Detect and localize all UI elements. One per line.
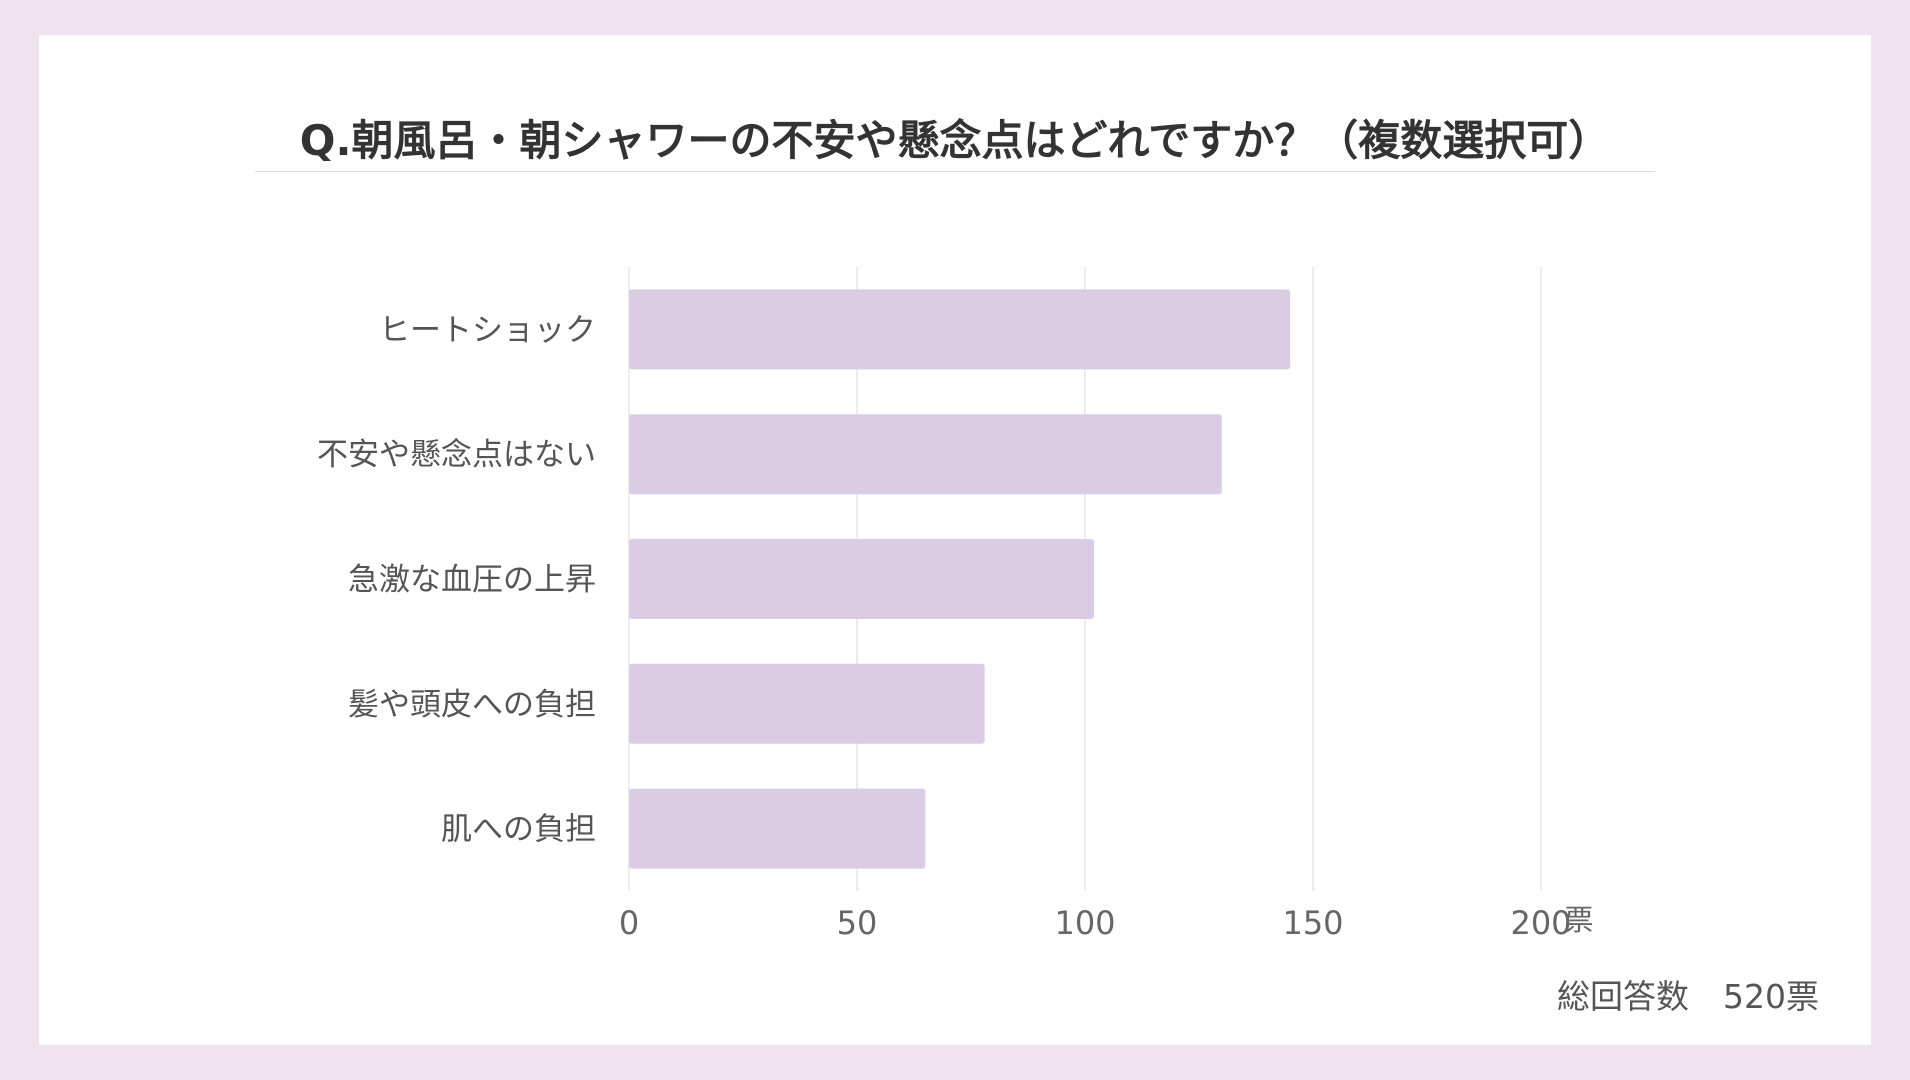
bar (629, 539, 1095, 619)
chart-title: Q.朝風呂・朝シャワーの不安や懸念点はどれですか？（複数選択可） (299, 116, 1611, 165)
x-tick-label: 200 (1510, 904, 1571, 942)
total-label: 総回答数 (1557, 977, 1689, 1016)
bar (629, 414, 1222, 495)
x-tick-label: 100 (1054, 904, 1115, 942)
x-axis-unit: 票 (1564, 903, 1593, 937)
category-label: ヒートショック (379, 312, 596, 348)
total-value: 520票 (1723, 977, 1819, 1016)
category-label: 髪や頭皮への負担 (348, 687, 596, 723)
category-label: 不安や懸念点はない (317, 437, 596, 473)
x-tick-label: 50 (837, 904, 878, 942)
category-label: 肌への負担 (441, 812, 596, 848)
bar (629, 663, 985, 744)
title-divider (255, 171, 1655, 172)
bar (629, 289, 1291, 370)
x-tick-label: 150 (1282, 904, 1343, 942)
x-tick-labels: 0 50 100 150 200 (619, 904, 1572, 942)
total-responses: 総回答数 520票 (1557, 970, 1819, 1018)
x-tick-label: 0 (619, 904, 639, 942)
category-label: 急激な血圧の上昇 (348, 562, 596, 598)
chart-card: Q.朝風呂・朝シャワーの不安や懸念点はどれですか？（複数選択可） ヒートショック… (39, 35, 1871, 1045)
bar (629, 788, 926, 869)
bars (629, 289, 1291, 869)
